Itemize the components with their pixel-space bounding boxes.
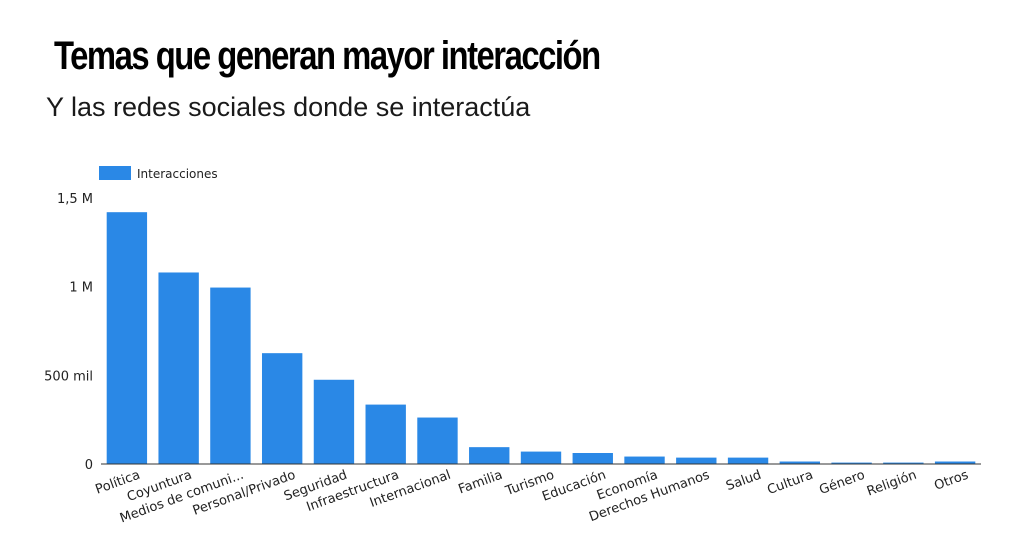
x-tick-label: Otros bbox=[932, 468, 970, 494]
bar bbox=[727, 457, 769, 464]
bar bbox=[158, 272, 199, 464]
y-tick-label: 1 M bbox=[69, 281, 93, 296]
bar bbox=[210, 287, 251, 464]
bar bbox=[417, 417, 458, 464]
x-tick-label: Género bbox=[817, 468, 867, 498]
y-tick-label: 1,5 M bbox=[57, 192, 93, 207]
bar bbox=[261, 353, 303, 464]
bar-chart: Interacciones 0 500 mil 1 M 1,5 M PolíticaC… bbox=[44, 166, 981, 527]
bar bbox=[624, 456, 665, 464]
y-axis: 0 500 mil 1 M 1,5 M bbox=[44, 192, 93, 473]
y-tick-label: 0 bbox=[85, 458, 93, 473]
legend-label: Interacciones bbox=[137, 167, 218, 181]
chart-legend: Interacciones bbox=[99, 166, 218, 181]
bar bbox=[313, 379, 355, 464]
legend-swatch bbox=[99, 166, 131, 180]
bar bbox=[934, 461, 976, 464]
bar bbox=[883, 462, 924, 464]
bar bbox=[676, 457, 717, 464]
bar bbox=[469, 447, 510, 464]
x-tick-label: Cultura bbox=[765, 468, 815, 498]
page-title: Temas que generan mayor interacción bbox=[54, 34, 601, 78]
bar bbox=[106, 212, 148, 464]
bars bbox=[106, 212, 976, 464]
page-subtitle: Y las redes sociales donde se interactúa bbox=[46, 92, 531, 122]
x-tick-label: Religión bbox=[865, 468, 919, 500]
bar bbox=[520, 451, 562, 464]
x-tick-label: Salud bbox=[724, 468, 763, 495]
bar bbox=[779, 461, 821, 464]
y-tick-label: 500 mil bbox=[44, 369, 93, 384]
x-tick-label: Familia bbox=[457, 468, 505, 498]
bar bbox=[831, 462, 872, 464]
bar bbox=[572, 453, 613, 464]
bar bbox=[365, 404, 406, 464]
